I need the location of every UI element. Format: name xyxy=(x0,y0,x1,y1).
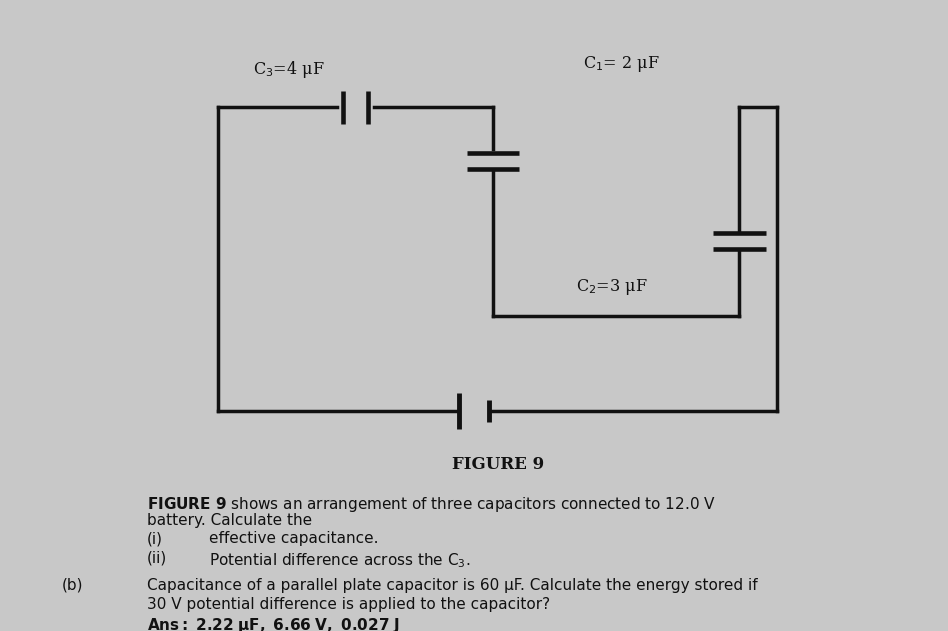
Text: (b): (b) xyxy=(62,577,83,593)
Text: Potential difference across the C$_3$.: Potential difference across the C$_3$. xyxy=(209,551,470,570)
Text: (i): (i) xyxy=(147,531,163,546)
Text: FIGURE 9: FIGURE 9 xyxy=(451,456,544,473)
Text: 30 V potential difference is applied to the capacitor?: 30 V potential difference is applied to … xyxy=(147,597,550,611)
Text: battery. Calculate the: battery. Calculate the xyxy=(147,513,312,528)
Text: C$_1$= 2 μF: C$_1$= 2 μF xyxy=(583,54,659,74)
Text: (ii): (ii) xyxy=(147,551,167,566)
Text: $\bf{FIGURE\ 9}$ shows an arrangement of three capacitors connected to 12.0 V: $\bf{FIGURE\ 9}$ shows an arrangement of… xyxy=(147,495,716,514)
Text: $\bf{Ans:}$ $\bf{2.22\ μF,\ 6.66\ V,\ 0.027\ J}$: $\bf{Ans:}$ $\bf{2.22\ μF,\ 6.66\ V,\ 0.… xyxy=(147,616,400,631)
Text: C$_2$=3 μF: C$_2$=3 μF xyxy=(575,277,647,297)
Text: C$_3$=4 μF: C$_3$=4 μF xyxy=(253,59,325,80)
Text: effective capacitance.: effective capacitance. xyxy=(209,531,378,546)
Text: Capacitance of a parallel plate capacitor is 60 μF. Calculate the energy stored : Capacitance of a parallel plate capacito… xyxy=(147,577,757,593)
